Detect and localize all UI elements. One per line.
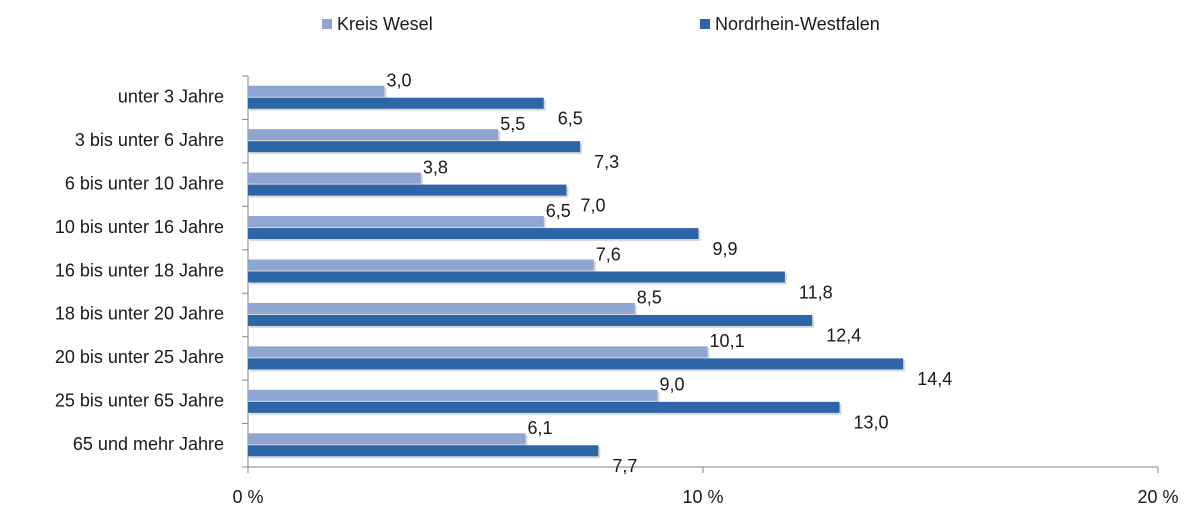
bar [248,401,840,413]
y-tick-label: 18 bis unter 20 Jahre [55,304,224,324]
data-label: 7,6 [596,244,621,264]
data-label: 6,5 [546,201,571,221]
bar [248,314,813,326]
y-tick-label: 16 bis unter 18 Jahre [55,260,224,280]
bar [248,184,567,196]
y-tick-label: 65 und mehr Jahre [73,434,224,454]
data-label: 7,7 [612,456,637,476]
data-label: 14,4 [917,369,952,389]
bar [248,445,599,457]
legend-swatch [322,19,332,29]
data-label: 7,3 [594,152,619,172]
y-tick-label: 3 bis unter 6 Jahre [75,130,224,150]
y-tick-label: 20 bis unter 25 Jahre [55,347,224,367]
x-tick-label: 10 % [682,487,723,507]
data-label: 5,5 [500,114,525,134]
bar [248,346,708,358]
data-label: 7,0 [581,195,606,215]
bar [248,85,385,97]
data-label: 6,1 [528,418,553,438]
bar [248,389,658,401]
bar [248,433,526,445]
data-label: 3,8 [423,157,448,177]
bar [248,216,544,228]
data-label: 9,9 [712,239,737,259]
bar [248,172,421,184]
y-tick-label: 6 bis unter 10 Jahre [65,173,224,193]
data-label: 6,5 [558,108,583,128]
legend-label: Nordrhein-Westfalen [715,14,880,34]
bar [248,97,544,109]
y-tick-label: unter 3 Jahre [118,86,224,106]
data-label: 3,0 [387,70,412,90]
data-label: 12,4 [826,326,861,346]
bar [248,129,499,141]
bar [248,141,581,153]
data-label: 13,0 [854,413,889,433]
data-label: 11,8 [799,282,833,302]
bar [248,358,904,370]
x-tick-label: 0 % [232,487,263,507]
bar [248,228,699,240]
data-label: 8,5 [637,288,662,308]
data-label: 10,1 [710,331,745,351]
legend-label: Kreis Wesel [337,14,433,34]
bar [248,259,594,271]
x-tick-label: 20 % [1137,487,1178,507]
legend-swatch [700,19,710,29]
bar [248,271,785,283]
y-tick-label: 25 bis unter 65 Jahre [55,391,224,411]
bar [248,302,635,314]
data-label: 9,0 [660,375,685,395]
y-tick-label: 10 bis unter 16 Jahre [55,217,224,237]
